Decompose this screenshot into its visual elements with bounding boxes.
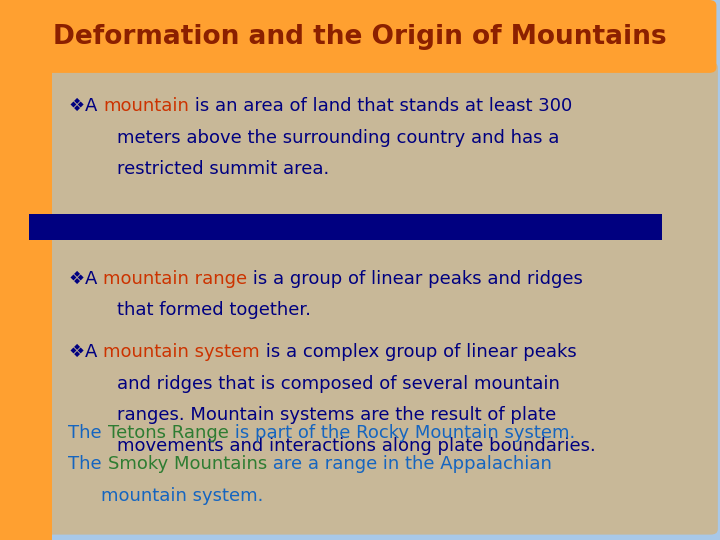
Text: The: The — [68, 424, 108, 442]
Text: that formed together.: that formed together. — [117, 301, 311, 319]
Text: is a complex group of linear peaks: is a complex group of linear peaks — [260, 343, 577, 361]
Text: A: A — [85, 343, 103, 361]
Text: ranges. Mountain systems are the result of plate: ranges. Mountain systems are the result … — [117, 406, 557, 424]
Text: in the Appalachian: in the Appalachian — [377, 455, 552, 473]
Text: are a range: are a range — [267, 455, 377, 473]
Text: meters above the surrounding country and has a: meters above the surrounding country and… — [117, 129, 559, 146]
Text: is part of the Rocky Mountain system.: is part of the Rocky Mountain system. — [229, 424, 575, 442]
Text: ❖: ❖ — [68, 343, 84, 361]
Text: restricted summit area.: restricted summit area. — [117, 160, 330, 178]
Text: mountain system: mountain system — [103, 343, 260, 361]
Text: and ridges that is composed of several mountain: and ridges that is composed of several m… — [117, 375, 560, 393]
Text: ❖: ❖ — [68, 270, 84, 288]
Text: Tetons Range: Tetons Range — [108, 424, 229, 442]
Text: Deformation and the Origin of Mountains: Deformation and the Origin of Mountains — [53, 24, 667, 50]
Text: A: A — [85, 270, 103, 288]
Text: movements and interactions along plate boundaries.: movements and interactions along plate b… — [117, 437, 596, 455]
Text: mountain system.: mountain system. — [101, 487, 264, 504]
Text: is an area of land that stands at least 300: is an area of land that stands at least … — [189, 97, 572, 115]
Text: The: The — [68, 455, 108, 473]
Text: Smoky Mountains: Smoky Mountains — [108, 455, 267, 473]
Text: mountain range: mountain range — [103, 270, 247, 288]
Text: A: A — [85, 97, 103, 115]
Text: mountain: mountain — [103, 97, 189, 115]
Text: ❖: ❖ — [68, 97, 84, 115]
Text: is a group of linear peaks and ridges: is a group of linear peaks and ridges — [247, 270, 583, 288]
